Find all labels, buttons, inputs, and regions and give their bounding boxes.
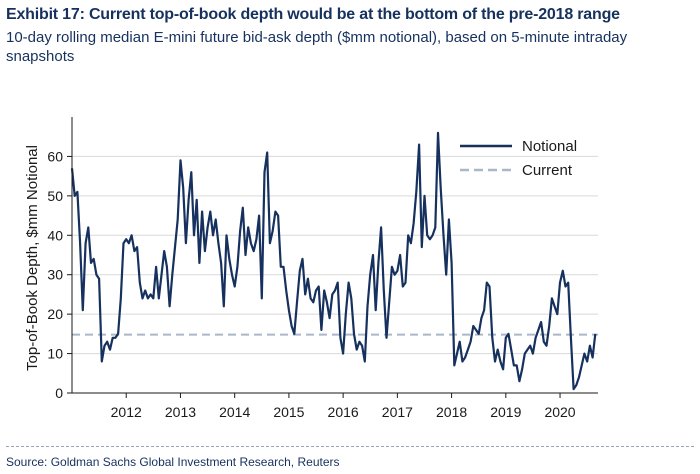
x-tick-label-2015: 2015	[273, 404, 304, 420]
source-note: Source: Goldman Sachs Global Investment …	[6, 455, 340, 469]
y-tick-label-50: 50	[47, 188, 63, 204]
footer-divider	[6, 446, 694, 447]
series-line-notional	[70, 131, 597, 391]
y-tick-label-10: 10	[47, 346, 63, 362]
x-tick-label-2014: 2014	[219, 404, 250, 420]
x-tick-labels: 2012 2013 2014 2015 2016 2017 2018 2019 2020	[111, 393, 576, 420]
x-tick-label-2016: 2016	[328, 404, 359, 420]
x-tick-label-2012: 2012	[111, 404, 142, 420]
x-tick-label-2013: 2013	[165, 404, 196, 420]
x-tick-label-2018: 2018	[436, 404, 467, 420]
legend-label-notional: Notional	[522, 138, 577, 155]
x-tick-label-2020: 2020	[544, 404, 575, 420]
y-tick-label-40: 40	[47, 227, 63, 243]
y-tick-labels: 0 10 20 30 40 50 60	[47, 148, 72, 401]
legend-label-current: Current	[522, 162, 573, 179]
grid-lines	[72, 155, 598, 355]
y-tick-label-30: 30	[47, 267, 63, 283]
x-tick-label-2017: 2017	[382, 404, 413, 420]
x-tick-label-2019: 2019	[490, 404, 521, 420]
y-tick-label-60: 60	[47, 148, 63, 164]
y-axis-title: Top-of-Book Depth, $mm Notional	[24, 145, 41, 371]
chart-subtitle: 10-day rolling median E-mini future bid-…	[6, 29, 628, 65]
legend: Notional Current	[460, 138, 577, 179]
y-tick-label-0: 0	[55, 385, 63, 401]
chart-title: Exhibit 17: Current top-of-book depth wo…	[6, 6, 620, 23]
y-tick-label-20: 20	[47, 306, 63, 322]
